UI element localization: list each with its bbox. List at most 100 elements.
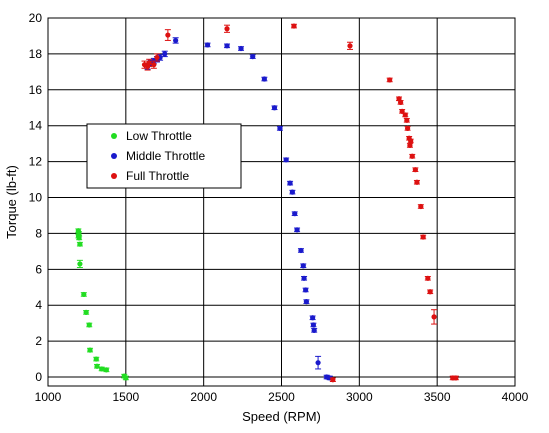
data-point — [94, 363, 101, 369]
x-tick-label: 1000 — [35, 390, 62, 404]
x-tick-label: 2500 — [268, 390, 295, 404]
data-point — [427, 289, 434, 295]
data-point — [98, 366, 105, 372]
data-point — [153, 53, 160, 62]
data-point — [80, 291, 87, 298]
marker — [123, 375, 129, 381]
data-point — [238, 45, 245, 52]
marker — [453, 375, 459, 381]
series-low-throttle — [75, 228, 129, 381]
series-full-throttle — [141, 23, 459, 383]
marker — [283, 157, 289, 163]
data-points — [75, 23, 459, 383]
y-tick-label: 8 — [35, 226, 42, 240]
marker — [310, 315, 316, 321]
data-point — [452, 375, 459, 381]
y-axis-title: Torque (lb-ft) — [4, 165, 19, 239]
data-point — [386, 77, 393, 83]
legend-label-low: Low Throttle — [126, 129, 192, 143]
data-point — [413, 179, 420, 185]
data-point — [103, 367, 110, 373]
data-point — [311, 327, 318, 333]
plot-frame — [47, 17, 516, 387]
marker — [414, 179, 420, 185]
marker — [294, 227, 300, 233]
marker — [76, 235, 82, 241]
data-point — [407, 138, 414, 144]
marker — [300, 263, 306, 269]
data-point — [76, 241, 83, 247]
data-point — [403, 117, 410, 123]
marker — [418, 203, 424, 210]
marker — [301, 275, 307, 281]
marker — [387, 77, 393, 83]
marker — [154, 54, 160, 61]
marker — [277, 125, 283, 131]
data-point — [87, 347, 94, 353]
x-axis-title: Speed (RPM) — [242, 409, 321, 424]
data-point — [249, 53, 256, 60]
data-point — [141, 60, 148, 69]
x-tick-label: 3500 — [424, 390, 451, 404]
data-point — [297, 247, 304, 254]
legend-label-full: Full Throttle — [126, 169, 189, 183]
data-point — [346, 41, 353, 50]
data-point — [161, 50, 168, 58]
y-tick-label: 20 — [29, 11, 43, 25]
legend-marker-middle — [111, 153, 117, 159]
marker — [407, 142, 413, 149]
y-tick-label: 14 — [29, 119, 43, 133]
marker — [151, 62, 157, 68]
marker — [86, 322, 92, 328]
data-point — [406, 142, 413, 149]
data-point — [417, 203, 424, 210]
marker — [224, 26, 230, 32]
x-tick-label: 2000 — [190, 390, 217, 404]
marker — [431, 314, 437, 320]
data-point — [402, 112, 409, 118]
data-point — [276, 125, 283, 131]
data-point — [122, 375, 129, 381]
data-point — [329, 377, 336, 383]
y-tick-label: 12 — [29, 155, 43, 169]
data-point — [224, 43, 231, 49]
marker — [298, 247, 304, 254]
data-point — [271, 105, 278, 111]
data-point — [204, 42, 211, 48]
data-point — [172, 37, 179, 44]
y-tick-label: 16 — [29, 83, 43, 97]
data-point — [291, 211, 298, 217]
marker — [291, 23, 297, 29]
marker — [261, 76, 267, 82]
marker — [425, 275, 431, 281]
data-point — [146, 58, 153, 67]
marker — [250, 53, 256, 60]
legend-label-middle: Middle Throttle — [126, 149, 205, 163]
marker — [303, 299, 310, 305]
x-tick-label: 1500 — [112, 390, 139, 404]
marker — [103, 367, 109, 373]
x-tick-label: 3000 — [346, 390, 373, 404]
data-point — [224, 24, 231, 33]
marker — [93, 356, 99, 362]
marker — [204, 42, 211, 48]
axis-ticks: 1000 1500 2000 2500 3000 3500 4000 0 2 4 6 8 10 12 14 1… — [29, 11, 529, 404]
data-point — [404, 125, 411, 131]
data-point — [431, 309, 438, 325]
marker — [77, 241, 83, 247]
marker — [404, 125, 411, 131]
marker — [330, 377, 336, 383]
marker — [315, 360, 321, 366]
marker — [420, 234, 426, 240]
marker — [165, 32, 171, 38]
marker — [397, 99, 404, 105]
data-point — [164, 29, 171, 41]
data-point — [397, 99, 404, 105]
data-point — [309, 315, 316, 321]
data-point — [150, 60, 157, 69]
marker — [81, 291, 87, 298]
marker — [99, 366, 105, 372]
data-point — [301, 275, 308, 281]
data-point — [409, 153, 416, 159]
x-tick-label: 4000 — [502, 390, 529, 404]
